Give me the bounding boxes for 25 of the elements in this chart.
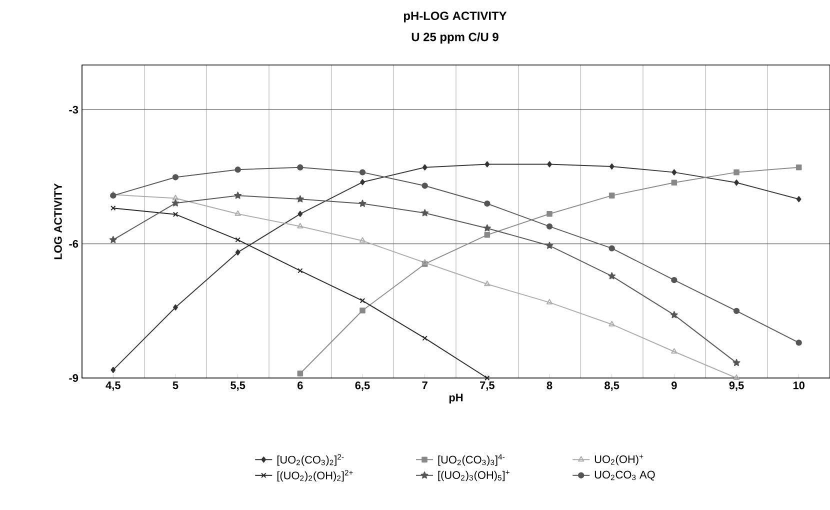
x-tick-label: 9,5 — [729, 382, 744, 391]
y-axis-title: LOG ACTIVITY — [54, 183, 62, 260]
x-tick-label: 10 — [793, 382, 804, 390]
legend-label: [UO$_{2}$(CO$_{3}$)$_{2}$]$^{2-}$ — [277, 454, 344, 466]
x-axis-title: pH — [449, 394, 463, 404]
x-tick-label: 7,5 — [480, 382, 494, 391]
legend-label: [UO$_{2}$(CO$_{3}$)$_{3}$]$^{4-}$ — [438, 454, 505, 466]
x-tick-label: 8,5 — [604, 382, 620, 391]
y-tick-label: -9 — [69, 374, 78, 382]
x-tick-label: 5 — [172, 382, 178, 390]
legend-label: [(UO$_{2}$)$_{2}$(OH)$_{2}$]$^{2+}$ — [277, 470, 353, 482]
x-tick-label: 7 — [422, 382, 428, 390]
y-tick-label: -3 — [69, 106, 78, 114]
x-tick-label: 8 — [546, 382, 552, 390]
legend-label: [(UO$_{2}$)$_{3}$(OH)$_{5}$]$^{+}$ — [438, 470, 510, 482]
x-tick-label: 4,5 — [106, 382, 120, 391]
legend-label: UO$_{2}$(OH)$^{+}$ — [594, 454, 644, 466]
x-tick-label: 5,5 — [230, 382, 246, 391]
x-tick-label: 6,5 — [355, 382, 370, 391]
chart-title: pH-LOG ACTIVITY — [404, 12, 507, 22]
legend-label: UO$_{2}$CO$_{3}$ AQ — [594, 470, 655, 481]
chart-subtitle: U 25 ppm C/U 9 — [412, 32, 498, 44]
y-tick-label: -6 — [69, 240, 78, 248]
x-tick-label: 6 — [298, 382, 303, 390]
x-tick-label: 9 — [672, 382, 677, 390]
